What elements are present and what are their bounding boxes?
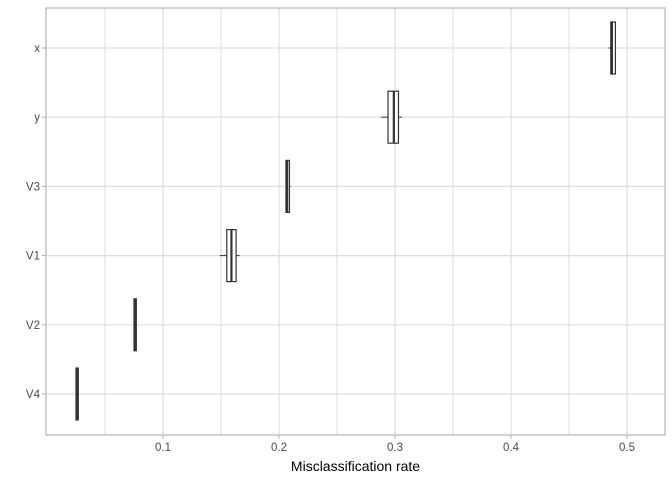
box-V1 bbox=[219, 229, 240, 283]
panel-border bbox=[45, 7, 666, 436]
box-V4 bbox=[75, 367, 79, 421]
y-tick-label: y bbox=[34, 112, 40, 124]
y-tick-label: V1 bbox=[26, 251, 40, 263]
x-tick-label: 0.5 bbox=[619, 442, 635, 454]
x-axis-label: Misclassification rate bbox=[291, 458, 420, 474]
box-V3 bbox=[285, 159, 291, 213]
x-tick-label: 0.4 bbox=[503, 442, 520, 454]
y-tick-label: V4 bbox=[26, 389, 41, 401]
x-tick-label: 0.1 bbox=[155, 442, 171, 454]
axes: 0.1 0.2 0.3 0.4 0.5 V4 V2 V1 V3 y x bbox=[26, 43, 635, 454]
box-y bbox=[381, 90, 402, 144]
x-tick-label: 0.2 bbox=[271, 442, 287, 454]
box-V2 bbox=[133, 298, 137, 352]
x-tick-label: 0.3 bbox=[387, 442, 403, 454]
grid-lines bbox=[46, 8, 665, 435]
y-tick-label: V2 bbox=[26, 320, 40, 332]
boxes bbox=[75, 21, 617, 421]
box-x bbox=[608, 21, 617, 75]
box-iqr bbox=[610, 21, 617, 75]
y-tick-label: x bbox=[34, 43, 40, 55]
y-tick-label: V3 bbox=[26, 181, 40, 193]
